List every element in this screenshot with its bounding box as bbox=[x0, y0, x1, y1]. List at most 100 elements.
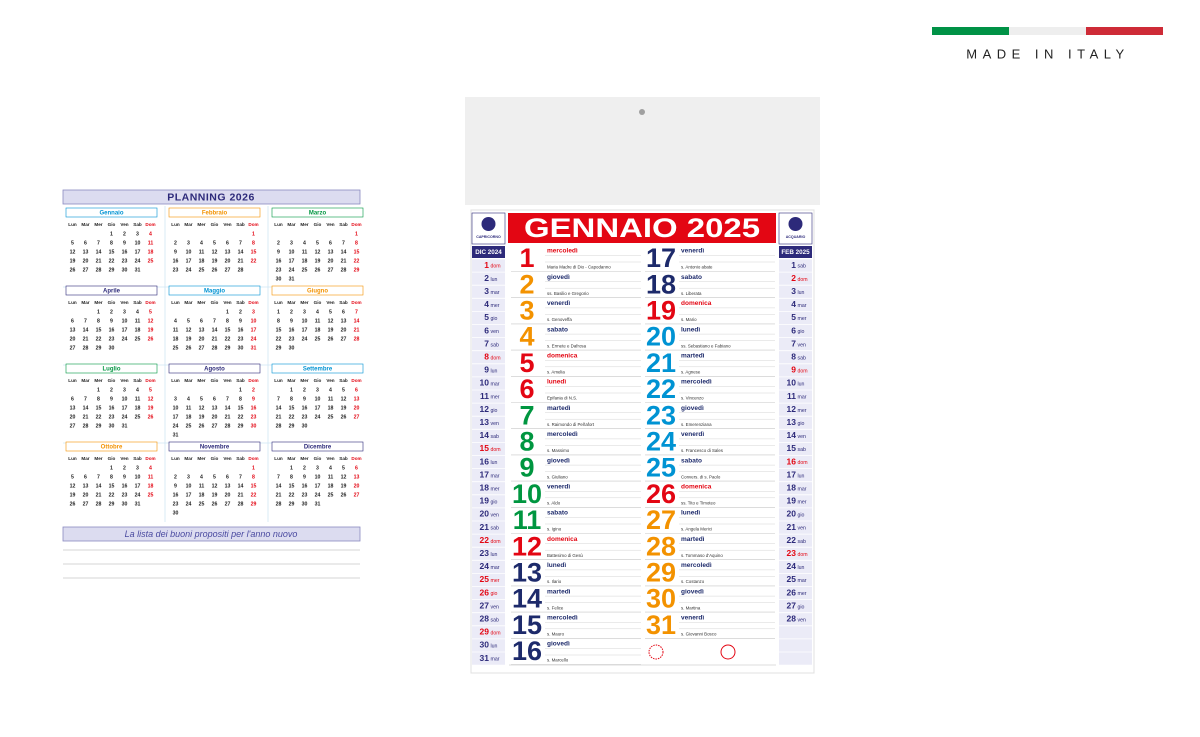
day-number: 17 bbox=[122, 405, 128, 411]
day-number: 23 bbox=[238, 336, 244, 342]
day-weekday: martedì bbox=[547, 588, 571, 595]
side-day: 19 bbox=[480, 496, 490, 506]
day-number: 22 bbox=[238, 414, 244, 420]
day-number: 7 bbox=[84, 318, 87, 324]
side-weekday: sab bbox=[491, 434, 499, 440]
day-number: 24 bbox=[646, 427, 676, 457]
side-weekday: mer bbox=[798, 316, 807, 322]
side-day: 1 bbox=[791, 260, 796, 270]
day-number: 25 bbox=[148, 492, 154, 498]
side-weekday: lun bbox=[491, 644, 498, 650]
weekday-header: Gio bbox=[314, 378, 322, 383]
month-title: GENNAIO 2025 bbox=[524, 213, 760, 243]
day-saint: Epifania di N.S. bbox=[547, 396, 577, 401]
day-number: 2 bbox=[110, 387, 113, 393]
day-number: 2 bbox=[239, 309, 242, 315]
day-weekday: domenica bbox=[681, 300, 712, 307]
day-number: 2 bbox=[290, 309, 293, 315]
day-number: 27 bbox=[341, 336, 347, 342]
day-saint: s. Marcello bbox=[547, 658, 569, 663]
side-day: 21 bbox=[787, 522, 797, 532]
day-weekday: venerdì bbox=[681, 615, 704, 622]
side-day: 15 bbox=[787, 443, 797, 453]
weekday-header: Sab bbox=[339, 456, 348, 461]
day-saint: s. Liberata bbox=[681, 291, 702, 296]
flag-stripe bbox=[1086, 27, 1163, 35]
side-day: 23 bbox=[480, 548, 490, 558]
day-number: 7 bbox=[239, 240, 242, 246]
day-number: 11 bbox=[199, 483, 205, 489]
side-day: 28 bbox=[787, 614, 797, 624]
side-weekday: mer bbox=[491, 578, 500, 584]
day-number: 29 bbox=[225, 345, 231, 351]
weekday-header: Lun bbox=[274, 456, 283, 461]
day-number: 26 bbox=[212, 267, 218, 273]
day-number: 25 bbox=[199, 267, 205, 273]
weekday-header: Lun bbox=[274, 222, 283, 227]
day-number: 7 bbox=[277, 474, 280, 480]
day-number: 2 bbox=[123, 465, 126, 471]
side-day: 17 bbox=[480, 469, 490, 479]
day-number: 23 bbox=[302, 492, 308, 498]
day-number: 13 bbox=[328, 249, 334, 255]
side-weekday: lun bbox=[798, 290, 805, 296]
month-name: Giugno bbox=[307, 289, 328, 295]
weekday-header: Mar bbox=[81, 378, 89, 383]
day-number: 20 bbox=[83, 258, 89, 264]
day-number: 14 bbox=[212, 327, 218, 333]
day-number: 19 bbox=[212, 492, 218, 498]
day-number: 9 bbox=[252, 396, 255, 402]
weekday-header: Gio bbox=[108, 222, 116, 227]
day-number: 12 bbox=[212, 249, 218, 255]
month-name: Gennaio bbox=[99, 211, 123, 217]
day-number: 22 bbox=[225, 336, 231, 342]
day-number: 23 bbox=[251, 414, 257, 420]
side-weekday: gio bbox=[491, 591, 498, 597]
weekday-header: Ven bbox=[223, 456, 231, 461]
day-number: 15 bbox=[251, 483, 257, 489]
day-number: 7 bbox=[355, 309, 358, 315]
day-weekday: lunedì bbox=[547, 379, 566, 386]
day-saint: s. Antonio abate bbox=[681, 265, 713, 270]
day-saint: s. Raimondo di Peñafort bbox=[547, 422, 595, 427]
day-number: 6 bbox=[226, 474, 229, 480]
day-number: 5 bbox=[71, 474, 74, 480]
side-weekday: ven bbox=[491, 604, 499, 610]
side-day: 13 bbox=[480, 417, 490, 427]
weekday-header: Ven bbox=[326, 456, 334, 461]
day-number: 4 bbox=[200, 474, 203, 480]
day-number: 21 bbox=[83, 336, 89, 342]
day-number: 15 bbox=[96, 405, 102, 411]
side-weekday: mar bbox=[798, 578, 807, 584]
weekday-header: Gio bbox=[211, 222, 219, 227]
day-saint: s. Vincenzo bbox=[681, 396, 704, 401]
day-number: 17 bbox=[186, 492, 192, 498]
day-number: 15 bbox=[238, 405, 244, 411]
day-number: 4 bbox=[303, 240, 306, 246]
day-saint: s. Giovanni Bosco bbox=[681, 631, 717, 636]
side-weekday: ven bbox=[798, 342, 806, 348]
day-number: 20 bbox=[354, 405, 360, 411]
day-weekday: domenica bbox=[547, 353, 578, 360]
day-number: 24 bbox=[173, 423, 179, 429]
day-number: 15 bbox=[289, 483, 295, 489]
side-weekday: gio bbox=[491, 316, 498, 322]
day-weekday: giovedì bbox=[547, 641, 570, 648]
side-weekday: dom bbox=[491, 631, 501, 637]
side-header bbox=[779, 246, 812, 258]
day-number: 12 bbox=[148, 318, 154, 324]
weekday-header: Mer bbox=[197, 378, 205, 383]
day-number: 30 bbox=[302, 423, 308, 429]
side-weekday: ven bbox=[798, 526, 806, 532]
side-day: 3 bbox=[484, 286, 489, 296]
day-number: 19 bbox=[315, 258, 321, 264]
side-day: 24 bbox=[787, 561, 797, 571]
day-number: 16 bbox=[173, 492, 179, 498]
planning-footer-bar bbox=[62, 526, 361, 542]
day-number: 30 bbox=[289, 345, 295, 351]
day-number: 29 bbox=[109, 501, 115, 507]
day-number: 13 bbox=[354, 474, 360, 480]
day-number: 24 bbox=[135, 492, 141, 498]
month-name-box bbox=[271, 285, 364, 296]
day-number: 14 bbox=[276, 483, 282, 489]
